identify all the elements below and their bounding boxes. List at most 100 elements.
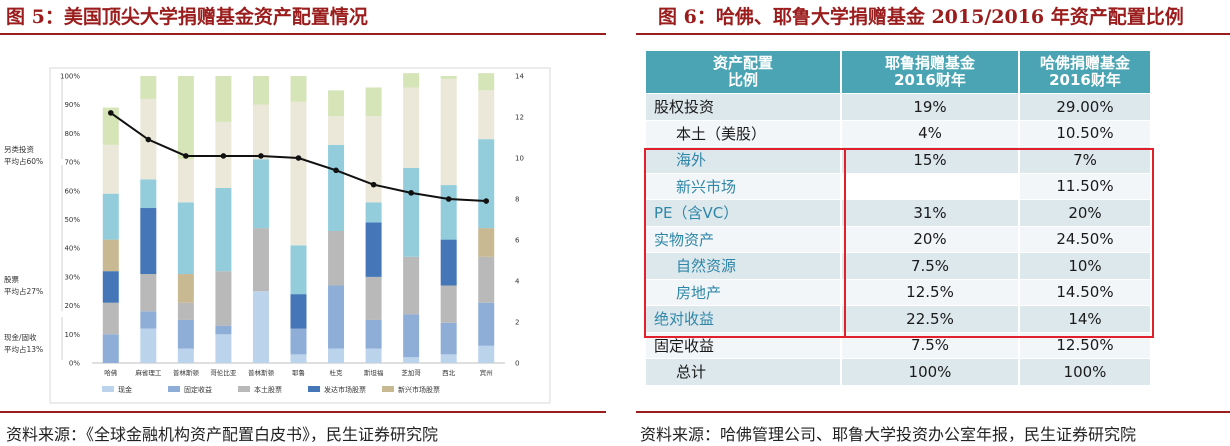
legend-swatch (102, 386, 114, 392)
bar-segment (328, 230, 345, 286)
yale-value (842, 172, 1020, 199)
row-label: 固定收益 (646, 331, 842, 358)
x-tick-label: 哈佛 (104, 368, 118, 377)
yale-value: 100% (842, 358, 1020, 385)
bar-segment (290, 354, 307, 363)
legend-label: 新兴市场股票 (398, 385, 440, 394)
harvard-value: 7% (1020, 146, 1152, 173)
chart-frame (49, 67, 551, 404)
figure6-source: 资料来源：哈佛管理公司、耶鲁大学投资办公室年报，民生证券研究院 (640, 425, 1137, 444)
left-tick-label: 30% (64, 273, 80, 281)
harvard-value: 24.50% (1020, 225, 1152, 252)
x-tick-label: 芝加哥 (401, 368, 421, 377)
right-tick-label: 8 (515, 196, 519, 204)
bar-segment (177, 202, 194, 275)
bar-segment (215, 271, 232, 326)
bar-segment (403, 87, 420, 168)
row-label: 总计 (646, 358, 842, 385)
bar-segment (215, 325, 232, 335)
bar-segment (177, 274, 194, 303)
figure5-source: 资料来源：《全球金融机构资产配置白皮书》，民生证券研究院 (6, 425, 439, 444)
x-tick-label: 西北 (442, 369, 456, 377)
table-row: 新兴市场 11.50% (646, 172, 1152, 199)
harvard-value: 14.50% (1020, 278, 1152, 305)
x-tick-label: 麻省理工 (135, 368, 162, 377)
row-label: 自然资源 (646, 252, 842, 279)
bar-segment (328, 90, 345, 117)
bar-segment (478, 302, 495, 346)
line-point (107, 110, 114, 116)
bar-segment (290, 328, 307, 355)
bar-segment (328, 144, 345, 231)
row-label: 股权投资 (646, 93, 842, 120)
left-tick-label: 80% (64, 130, 80, 138)
x-tick-label: 耶鲁 (292, 368, 305, 377)
yale-value: 31% (842, 199, 1020, 226)
bar-segment (365, 222, 382, 277)
yale-value: 4% (842, 119, 1020, 146)
table-row: 股权投资 19% 29.00% (646, 93, 1152, 120)
allocation-table-wrap: 资产配置 比例 耶鲁捐赠基金 2016财年 哈佛捐赠基金 2016财年 股权投资 19… (644, 51, 1154, 392)
yale-value: 7.5% (842, 252, 1020, 279)
line-point (183, 153, 189, 159)
bar-segment (252, 228, 269, 292)
bar-segment (440, 285, 457, 323)
harvard-value: 10% (1020, 252, 1152, 279)
bar-segment (140, 76, 157, 99)
table-header-row: 资产配置 比例 耶鲁捐赠基金 2016财年 哈佛捐赠基金 2016财年 (646, 51, 1152, 93)
harvard-value: 29.00% (1020, 93, 1152, 120)
bar-segment (140, 208, 157, 275)
header-harvard-2016: 哈佛捐赠基金 2016财年 (1020, 51, 1152, 93)
bar-segment (177, 348, 194, 363)
left-tick-label: 20% (64, 302, 80, 310)
bar-segment (403, 256, 420, 315)
yale-value: 20% (842, 225, 1020, 252)
harvard-value: 11.50% (1020, 172, 1152, 199)
bar-segment (365, 319, 382, 349)
line-point (445, 196, 452, 202)
bar-segment (177, 302, 194, 320)
table-row: 固定收益 7.5% 12.50% (646, 331, 1152, 358)
bar-segment (478, 228, 495, 257)
figure5-bottom-rule (0, 411, 606, 413)
bar-segment (478, 90, 495, 140)
left-tick-label: 10% (64, 331, 80, 339)
bar-segment (215, 76, 232, 122)
bar-segment (365, 87, 382, 117)
table-row: 绝对收益 22.5% 14% (646, 305, 1152, 332)
table-row: 海外 15% 7% (646, 146, 1152, 173)
bar-segment (328, 116, 345, 145)
bar-segment (252, 104, 269, 160)
yale-value: 15% (842, 146, 1020, 173)
right-tick-label: 0 (515, 360, 519, 368)
harvard-value: 100% (1020, 358, 1152, 385)
yale-value: 7.5% (842, 331, 1020, 358)
bar-segment (252, 159, 269, 229)
line-point (333, 167, 339, 174)
legend-swatch (308, 386, 320, 392)
right-tick-label: 10 (515, 155, 524, 163)
left-tick-label: 100% (60, 73, 80, 81)
row-label: 本土（美股） (646, 119, 842, 146)
bar-segment (177, 159, 194, 203)
bar-segment (440, 185, 457, 240)
bar-segment (478, 139, 495, 229)
x-tick-label: 宾州 (480, 368, 493, 377)
bar-segment (140, 179, 157, 209)
header-yale-2016: 耶鲁捐赠基金 2016财年 (842, 51, 1020, 93)
x-tick-label: 斯坦福 (364, 368, 384, 377)
harvard-value: 10.50% (1020, 119, 1152, 146)
right-tick-label: 2 (515, 319, 519, 327)
axis-annotation: 平均占13% (4, 344, 43, 354)
line-point (483, 198, 490, 204)
left-tick-label: 0% (69, 360, 80, 368)
left-tick-label: 70% (64, 159, 80, 167)
bar-segment (365, 276, 382, 320)
bar-segment (403, 314, 420, 358)
row-label: 绝对收益 (646, 305, 842, 332)
bar-segment (177, 319, 194, 349)
bar-segment (365, 202, 382, 223)
bar-segment (140, 274, 157, 312)
right-tick-label: 4 (515, 278, 520, 286)
harvard-value: 12.50% (1020, 331, 1152, 358)
